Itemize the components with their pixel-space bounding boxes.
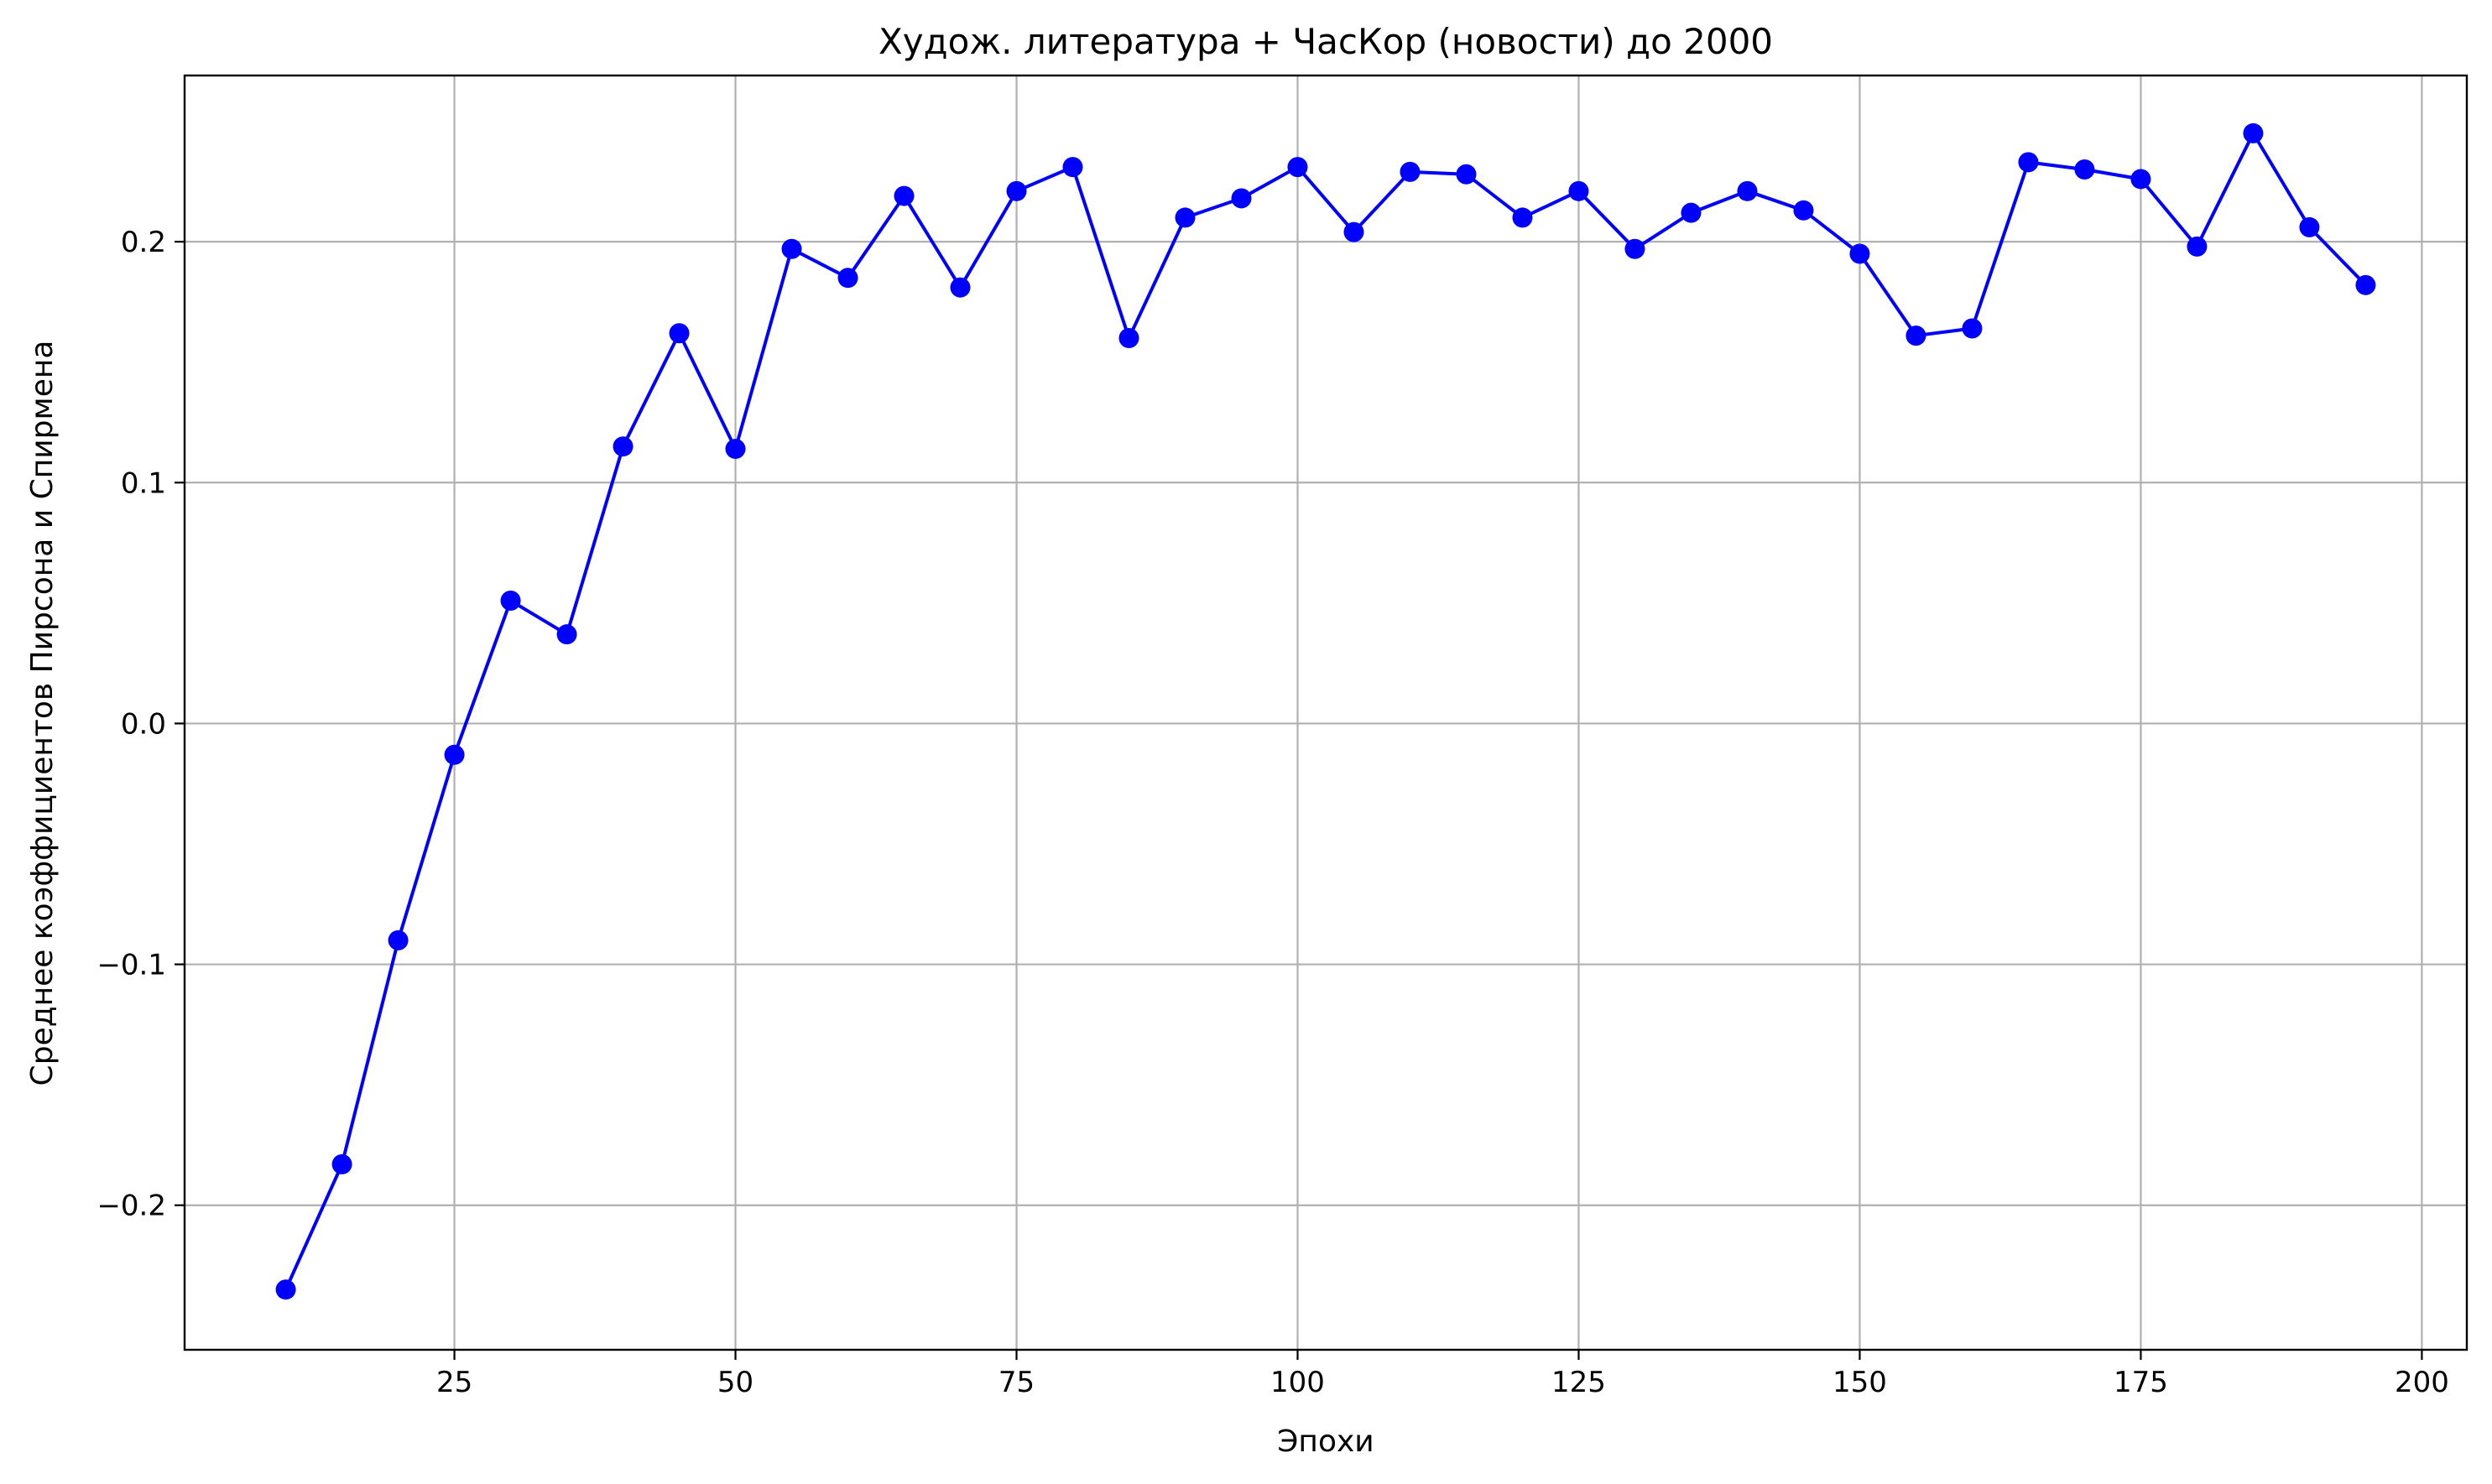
x-tick-label: 25 [436,1366,472,1399]
data-point [669,323,690,344]
data-point [1400,161,1421,182]
data-point [837,268,858,289]
data-point [1905,325,1926,346]
data-point [1062,157,1083,178]
data-point [2187,236,2208,257]
y-tick-label: −0.2 [96,1190,166,1223]
data-point [2018,152,2039,173]
x-axis-label: Эпохи [1277,1424,1374,1459]
y-tick-label: 0.0 [121,707,166,741]
series-line [284,131,2367,1291]
data-point [1624,238,1645,259]
data-point [1343,221,1364,242]
data-point [613,436,633,457]
x-tick-label: 75 [998,1366,1035,1399]
data-point [275,1279,296,1300]
x-tick-label: 150 [1833,1366,1887,1399]
data-point [2355,274,2376,295]
ticks: 25 50 75 100 125 150 175 200 −0.2 −0.1 0.0 0.1 0.2 [96,226,2448,1399]
data-point [725,439,746,460]
data-point [1849,243,1870,264]
x-tick-label: 175 [2114,1366,2168,1399]
data-point [1175,207,1196,228]
data-point [1456,164,1477,185]
grid [185,76,2467,1350]
data-point [388,929,409,950]
data-point [1287,157,1308,178]
x-tick-label: 125 [1551,1366,1606,1399]
data-point [1793,200,1814,221]
data-point [1118,327,1139,348]
x-tick-label: 200 [2395,1366,2449,1399]
data-point [2243,122,2264,143]
y-tick-label: −0.1 [96,949,166,982]
data-point [950,277,971,298]
data-point [1006,180,1027,201]
y-axis-label: Среднее коэффициентов Пирсона и Спирмена [25,341,60,1086]
y-tick-label: 0.2 [121,226,166,259]
data-point [1568,180,1589,201]
data-point [1962,318,1983,339]
data-point [894,185,915,206]
y-tick-label: 0.1 [121,466,166,500]
data-point [1512,207,1533,228]
data-point [1681,202,1702,223]
chart-title: Худож. литература + ЧасКор (новости) до … [878,21,1773,62]
data-point [2130,169,2151,190]
plot-frame [183,74,2469,1351]
series-layer [275,122,2376,1300]
x-tick-label: 50 [717,1366,753,1399]
data-point [1231,188,1252,209]
data-point [331,1153,352,1174]
data-point [781,238,802,259]
data-point [1737,180,1758,201]
data-point [444,744,465,765]
data-point [2299,216,2320,237]
x-tick-label: 100 [1270,1366,1325,1399]
data-point [2074,159,2095,180]
data-point [556,624,577,645]
data-point [500,590,521,611]
